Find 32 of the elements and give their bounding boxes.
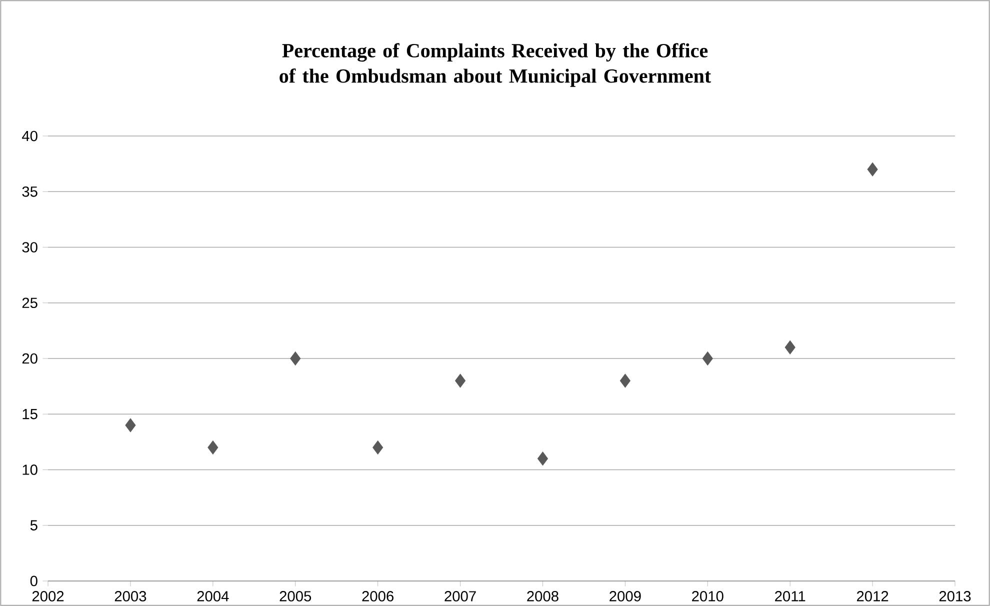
x-tick-label: 2008 <box>527 591 558 602</box>
chart-title: Percentage of Complaints Received by the Office of the Ombudsman about Municipal Government <box>280 43 712 87</box>
x-tick-label: 2012 <box>856 591 888 602</box>
x-tick-label: 2005 <box>280 591 312 602</box>
y-tick-label: 30 <box>22 242 38 252</box>
x-tick-label: 2011 <box>775 591 806 602</box>
y-tick-label: 40 <box>22 130 38 142</box>
y-tick-label: 25 <box>22 298 38 308</box>
x-tick-label: 2009 <box>610 591 641 602</box>
point <box>620 374 630 388</box>
point <box>784 340 796 354</box>
x-tick-label: 2007 <box>444 591 476 602</box>
point <box>537 452 548 466</box>
y-tick-label: 20 <box>22 353 38 364</box>
point <box>455 374 466 388</box>
y-tick-label: 0 <box>30 576 38 586</box>
x-tick-label: 2006 <box>362 591 394 602</box>
point <box>867 162 878 176</box>
point <box>125 418 136 432</box>
x-tick-label: 2004 <box>197 591 229 602</box>
point <box>372 440 384 454</box>
x-tick-label: 2010 <box>692 591 724 602</box>
x-tick-label: 2003 <box>114 591 146 602</box>
y-tick-label: 35 <box>22 186 38 197</box>
point <box>290 352 301 366</box>
y-tick-label: 10 <box>22 464 38 475</box>
x-tick-label: 2013 <box>939 591 971 602</box>
x-tick-label: 2002 <box>32 591 64 602</box>
point <box>702 352 713 366</box>
point <box>208 440 218 454</box>
y-tick-label: 15 <box>22 409 38 420</box>
y-tick-label: 5 <box>30 520 38 530</box>
